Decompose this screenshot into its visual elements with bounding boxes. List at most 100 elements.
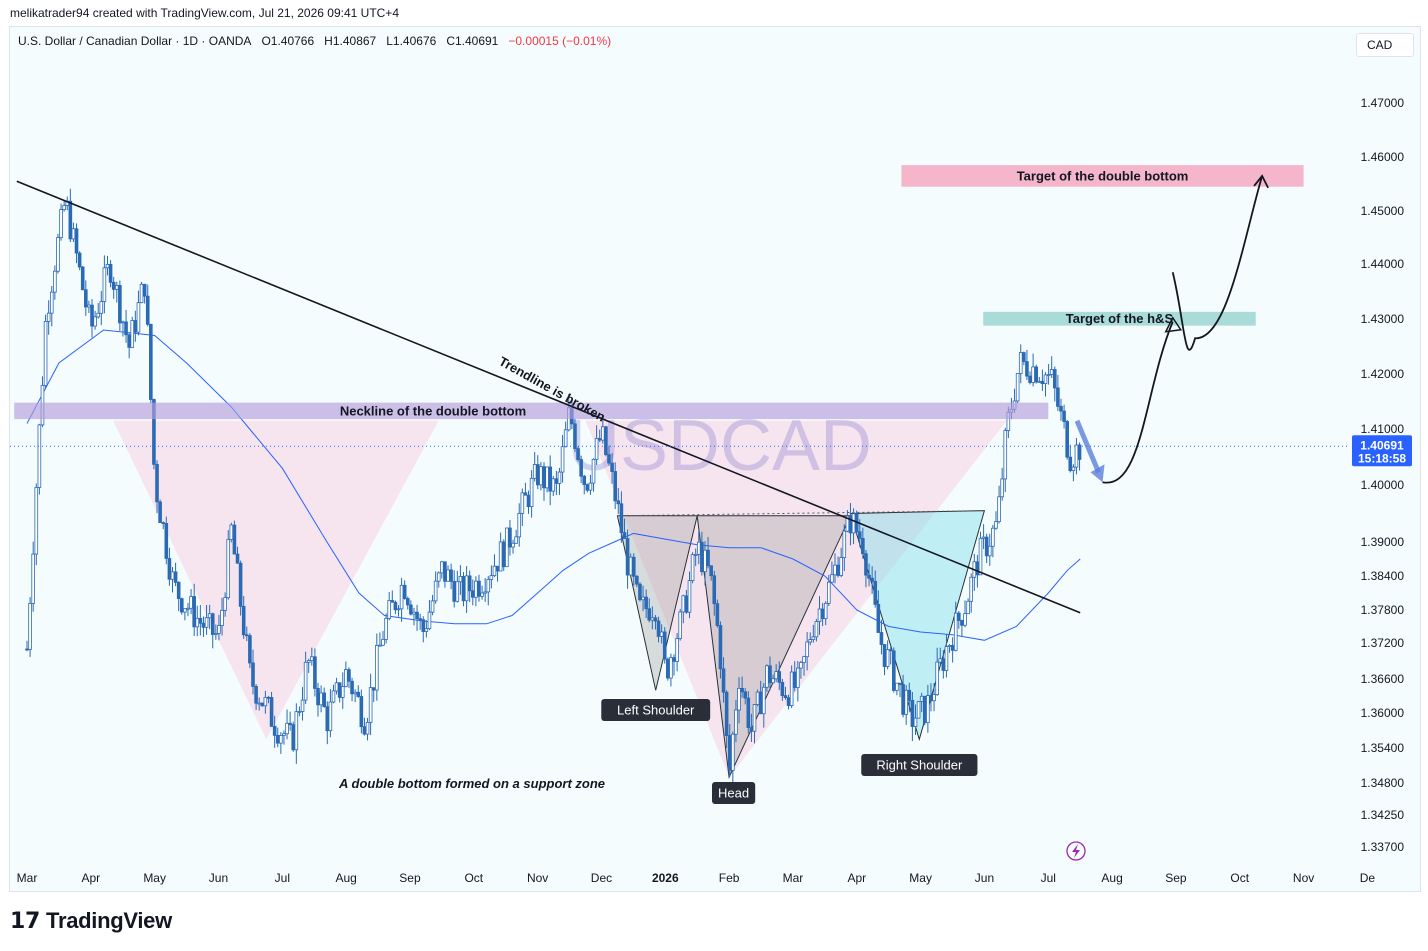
candle-235 [752, 704, 757, 744]
candle-body [464, 575, 469, 602]
candle-311 [987, 533, 992, 566]
candle-body [861, 538, 865, 555]
candle-body [418, 618, 422, 621]
candle-body [62, 205, 66, 211]
chart-svg[interactable]: USDCAD Neckline of the double bottomTarg… [10, 27, 1420, 891]
candle-12 [62, 201, 66, 212]
candle-body [87, 304, 91, 308]
candle-160 [520, 488, 525, 526]
candle-body [768, 665, 772, 684]
candle-body [888, 649, 893, 652]
candle-body [975, 561, 980, 576]
candle-body [545, 466, 549, 489]
candle-254 [811, 624, 816, 643]
candle-body [678, 611, 683, 640]
candle-body [919, 695, 924, 702]
candle-body [269, 697, 274, 727]
candle-body [90, 304, 94, 327]
candle-body [950, 644, 955, 651]
y-tick-label: 1.40000 [1361, 478, 1405, 492]
candle-body [498, 541, 503, 572]
candle-body [238, 562, 243, 607]
countdown-text: 15:18:58 [1358, 451, 1406, 465]
candle-340 [1077, 442, 1082, 471]
candle-body [851, 513, 856, 534]
candle-282 [898, 682, 902, 698]
candle-80 [272, 715, 277, 748]
candle-body [817, 608, 822, 622]
candle-298 [947, 644, 952, 653]
candle-180 [582, 474, 587, 495]
candle-body [214, 633, 218, 635]
candle-body [288, 722, 292, 726]
candle-159 [517, 503, 522, 547]
candle-303 [963, 600, 967, 628]
projected-arrow-head-1 [1164, 316, 1183, 333]
candle-body [703, 549, 707, 573]
candle-body [752, 704, 757, 732]
candle-216 [693, 548, 698, 567]
candle-body [244, 634, 249, 637]
currency-button[interactable]: CAD [1356, 33, 1414, 57]
candle-body [260, 702, 265, 707]
candle-body [984, 536, 989, 557]
candle-body [399, 584, 404, 610]
candle-250 [799, 660, 803, 679]
candle-192 [619, 491, 624, 543]
candle-body [186, 607, 190, 610]
x-tick-label: Jul [275, 871, 290, 885]
candle-body [158, 501, 162, 523]
candle-body [313, 656, 317, 689]
candle-322 [1022, 351, 1026, 366]
candle-body [709, 565, 713, 577]
candle-294 [935, 647, 939, 696]
candle-body [235, 553, 240, 564]
candle-47 [170, 567, 175, 593]
candle-131 [430, 594, 435, 616]
candle-140 [458, 565, 463, 595]
candle-30 [118, 280, 122, 331]
candle-body [796, 667, 800, 688]
candle-272 [867, 563, 871, 587]
bottom-caption: A double bottom formed on a support zone [338, 776, 605, 791]
candle-130 [427, 599, 432, 631]
y-tick-label: 1.36600 [1361, 672, 1405, 686]
candle-253 [808, 632, 813, 646]
candle-240 [768, 656, 772, 691]
candle-249 [796, 660, 800, 702]
x-tick-label: Dec [591, 871, 612, 885]
right-shoulder-label: Right Shoulder [861, 754, 978, 776]
candle-335 [1062, 404, 1066, 429]
candle-327 [1037, 377, 1042, 383]
candle-body [576, 448, 580, 460]
candle-299 [950, 637, 955, 663]
projection-arrow-shaft [1074, 419, 1101, 474]
candle-4 [37, 423, 42, 495]
candle-111 [368, 673, 373, 736]
candle-330 [1046, 364, 1051, 385]
candle-302 [960, 619, 964, 637]
lightning-icon[interactable] [1066, 841, 1086, 861]
candle-118 [390, 590, 395, 603]
candle-body [616, 500, 621, 505]
candle-body [780, 681, 785, 697]
candle-74 [254, 684, 258, 711]
tradingview-logo[interactable]: 𝟭𝟳 TradingView [10, 908, 172, 934]
candle-109 [362, 717, 367, 736]
chart-frame[interactable]: USDCAD Neckline of the double bottom Targ… [9, 26, 1421, 892]
candle-135 [443, 561, 447, 588]
brand-name: TradingView [46, 908, 172, 933]
candle-body [607, 454, 611, 464]
candle-body [721, 668, 726, 693]
candle-body [192, 596, 196, 628]
candle-body [1065, 421, 1069, 458]
candle-body [93, 316, 97, 327]
candle-203 [653, 614, 658, 630]
candle-body [99, 301, 104, 314]
candle-284 [904, 685, 908, 725]
candle-body [28, 603, 32, 650]
candle-280 [892, 647, 896, 693]
candle-182 [588, 474, 593, 495]
candle-body [291, 724, 296, 751]
candle-99 [331, 684, 336, 704]
